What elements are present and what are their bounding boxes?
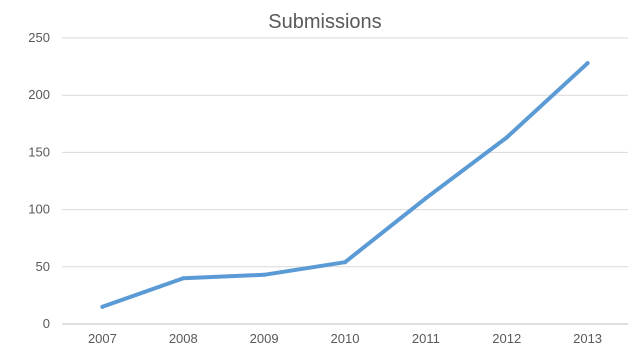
x-axis-ticks: 2007 2008 2009 2010 2011 2012 2013 [88, 331, 602, 346]
data-point [504, 135, 509, 140]
x-tick-label: 2013 [573, 331, 602, 346]
y-tick-label: 100 [28, 202, 50, 217]
y-tick-label: 0 [43, 316, 50, 331]
data-point [100, 304, 105, 309]
y-axis-ticks: 0 50 100 150 200 250 [28, 30, 50, 331]
y-tick-label: 50 [36, 259, 50, 274]
y-tick-label: 200 [28, 87, 50, 102]
data-point [262, 272, 267, 277]
gridlines [62, 37, 628, 325]
chart-title: Submissions [268, 11, 381, 33]
x-tick-label: 2011 [412, 331, 440, 346]
data-point [343, 260, 347, 265]
series-layer [100, 61, 590, 309]
x-tick-label: 2008 [169, 331, 198, 346]
y-tick-label: 150 [28, 144, 50, 159]
data-point [585, 61, 590, 66]
data-point [181, 276, 186, 281]
x-tick-label: 2010 [331, 331, 360, 346]
data-point [423, 196, 428, 201]
series-line [100, 61, 590, 309]
x-tick-label: 2012 [492, 331, 521, 346]
x-tick-label: 2007 [88, 331, 117, 346]
y-tick-label: 250 [28, 30, 50, 45]
x-tick-label: 2009 [250, 331, 279, 346]
